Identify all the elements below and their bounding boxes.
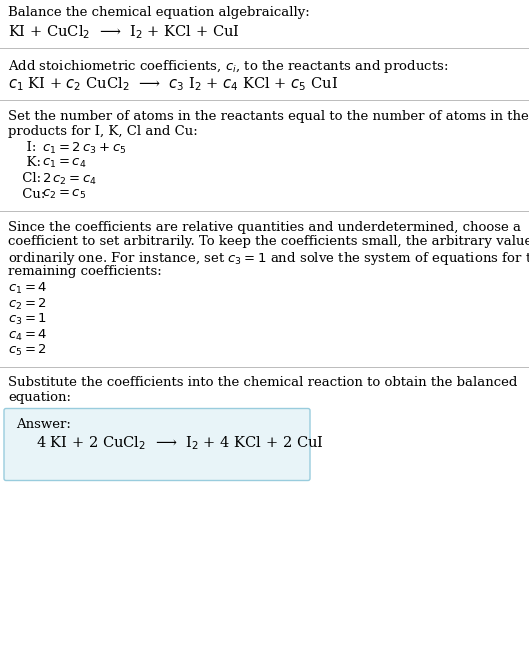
Text: $c_3 = 1$: $c_3 = 1$ [8,312,47,327]
Text: Since the coefficients are relative quantities and underdetermined, choose a: Since the coefficients are relative quan… [8,221,521,234]
Text: remaining coefficients:: remaining coefficients: [8,265,162,278]
Text: 4 KI + 2 CuCl$_2$  ⟶  I$_2$ + 4 KCl + 2 CuI: 4 KI + 2 CuCl$_2$ ⟶ I$_2$ + 4 KCl + 2 Cu… [36,435,324,452]
Text: $2\,c_2 = c_4$: $2\,c_2 = c_4$ [42,172,97,187]
Text: $c_5 = 2$: $c_5 = 2$ [8,343,47,358]
Text: Substitute the coefficients into the chemical reaction to obtain the balanced: Substitute the coefficients into the che… [8,377,517,389]
Text: $c_1$ KI + $c_2$ CuCl$_2$  ⟶  $c_3$ I$_2$ + $c_4$ KCl + $c_5$ CuI: $c_1$ KI + $c_2$ CuCl$_2$ ⟶ $c_3$ I$_2$ … [8,75,338,93]
Text: products for I, K, Cl and Cu:: products for I, K, Cl and Cu: [8,124,198,138]
Text: Cl:: Cl: [18,172,41,185]
Text: Cu:: Cu: [18,188,45,201]
Text: $c_1 = c_4$: $c_1 = c_4$ [42,157,86,170]
Text: KI + CuCl$_2$  ⟶  I$_2$ + KCl + CuI: KI + CuCl$_2$ ⟶ I$_2$ + KCl + CuI [8,23,240,41]
Text: Set the number of atoms in the reactants equal to the number of atoms in the: Set the number of atoms in the reactants… [8,110,529,123]
Text: Answer:: Answer: [16,417,71,430]
Text: I:: I: [18,141,37,154]
Text: $c_2 = c_5$: $c_2 = c_5$ [42,188,86,201]
Text: $c_1 = 4$: $c_1 = 4$ [8,281,48,296]
Text: ordinarily one. For instance, set $c_3 = 1$ and solve the system of equations fo: ordinarily one. For instance, set $c_3 =… [8,250,529,267]
Text: $c_1 = 2\,c_3 + c_5$: $c_1 = 2\,c_3 + c_5$ [42,141,126,156]
Text: Add stoichiometric coefficients, $c_i$, to the reactants and products:: Add stoichiometric coefficients, $c_i$, … [8,58,449,75]
FancyBboxPatch shape [4,408,310,481]
Text: coefficient to set arbitrarily. To keep the coefficients small, the arbitrary va: coefficient to set arbitrarily. To keep … [8,236,529,248]
Text: equation:: equation: [8,391,71,404]
Text: $c_4 = 4$: $c_4 = 4$ [8,327,48,343]
Text: K:: K: [18,157,41,170]
Text: $c_2 = 2$: $c_2 = 2$ [8,296,47,312]
Text: Balance the chemical equation algebraically:: Balance the chemical equation algebraica… [8,6,310,19]
